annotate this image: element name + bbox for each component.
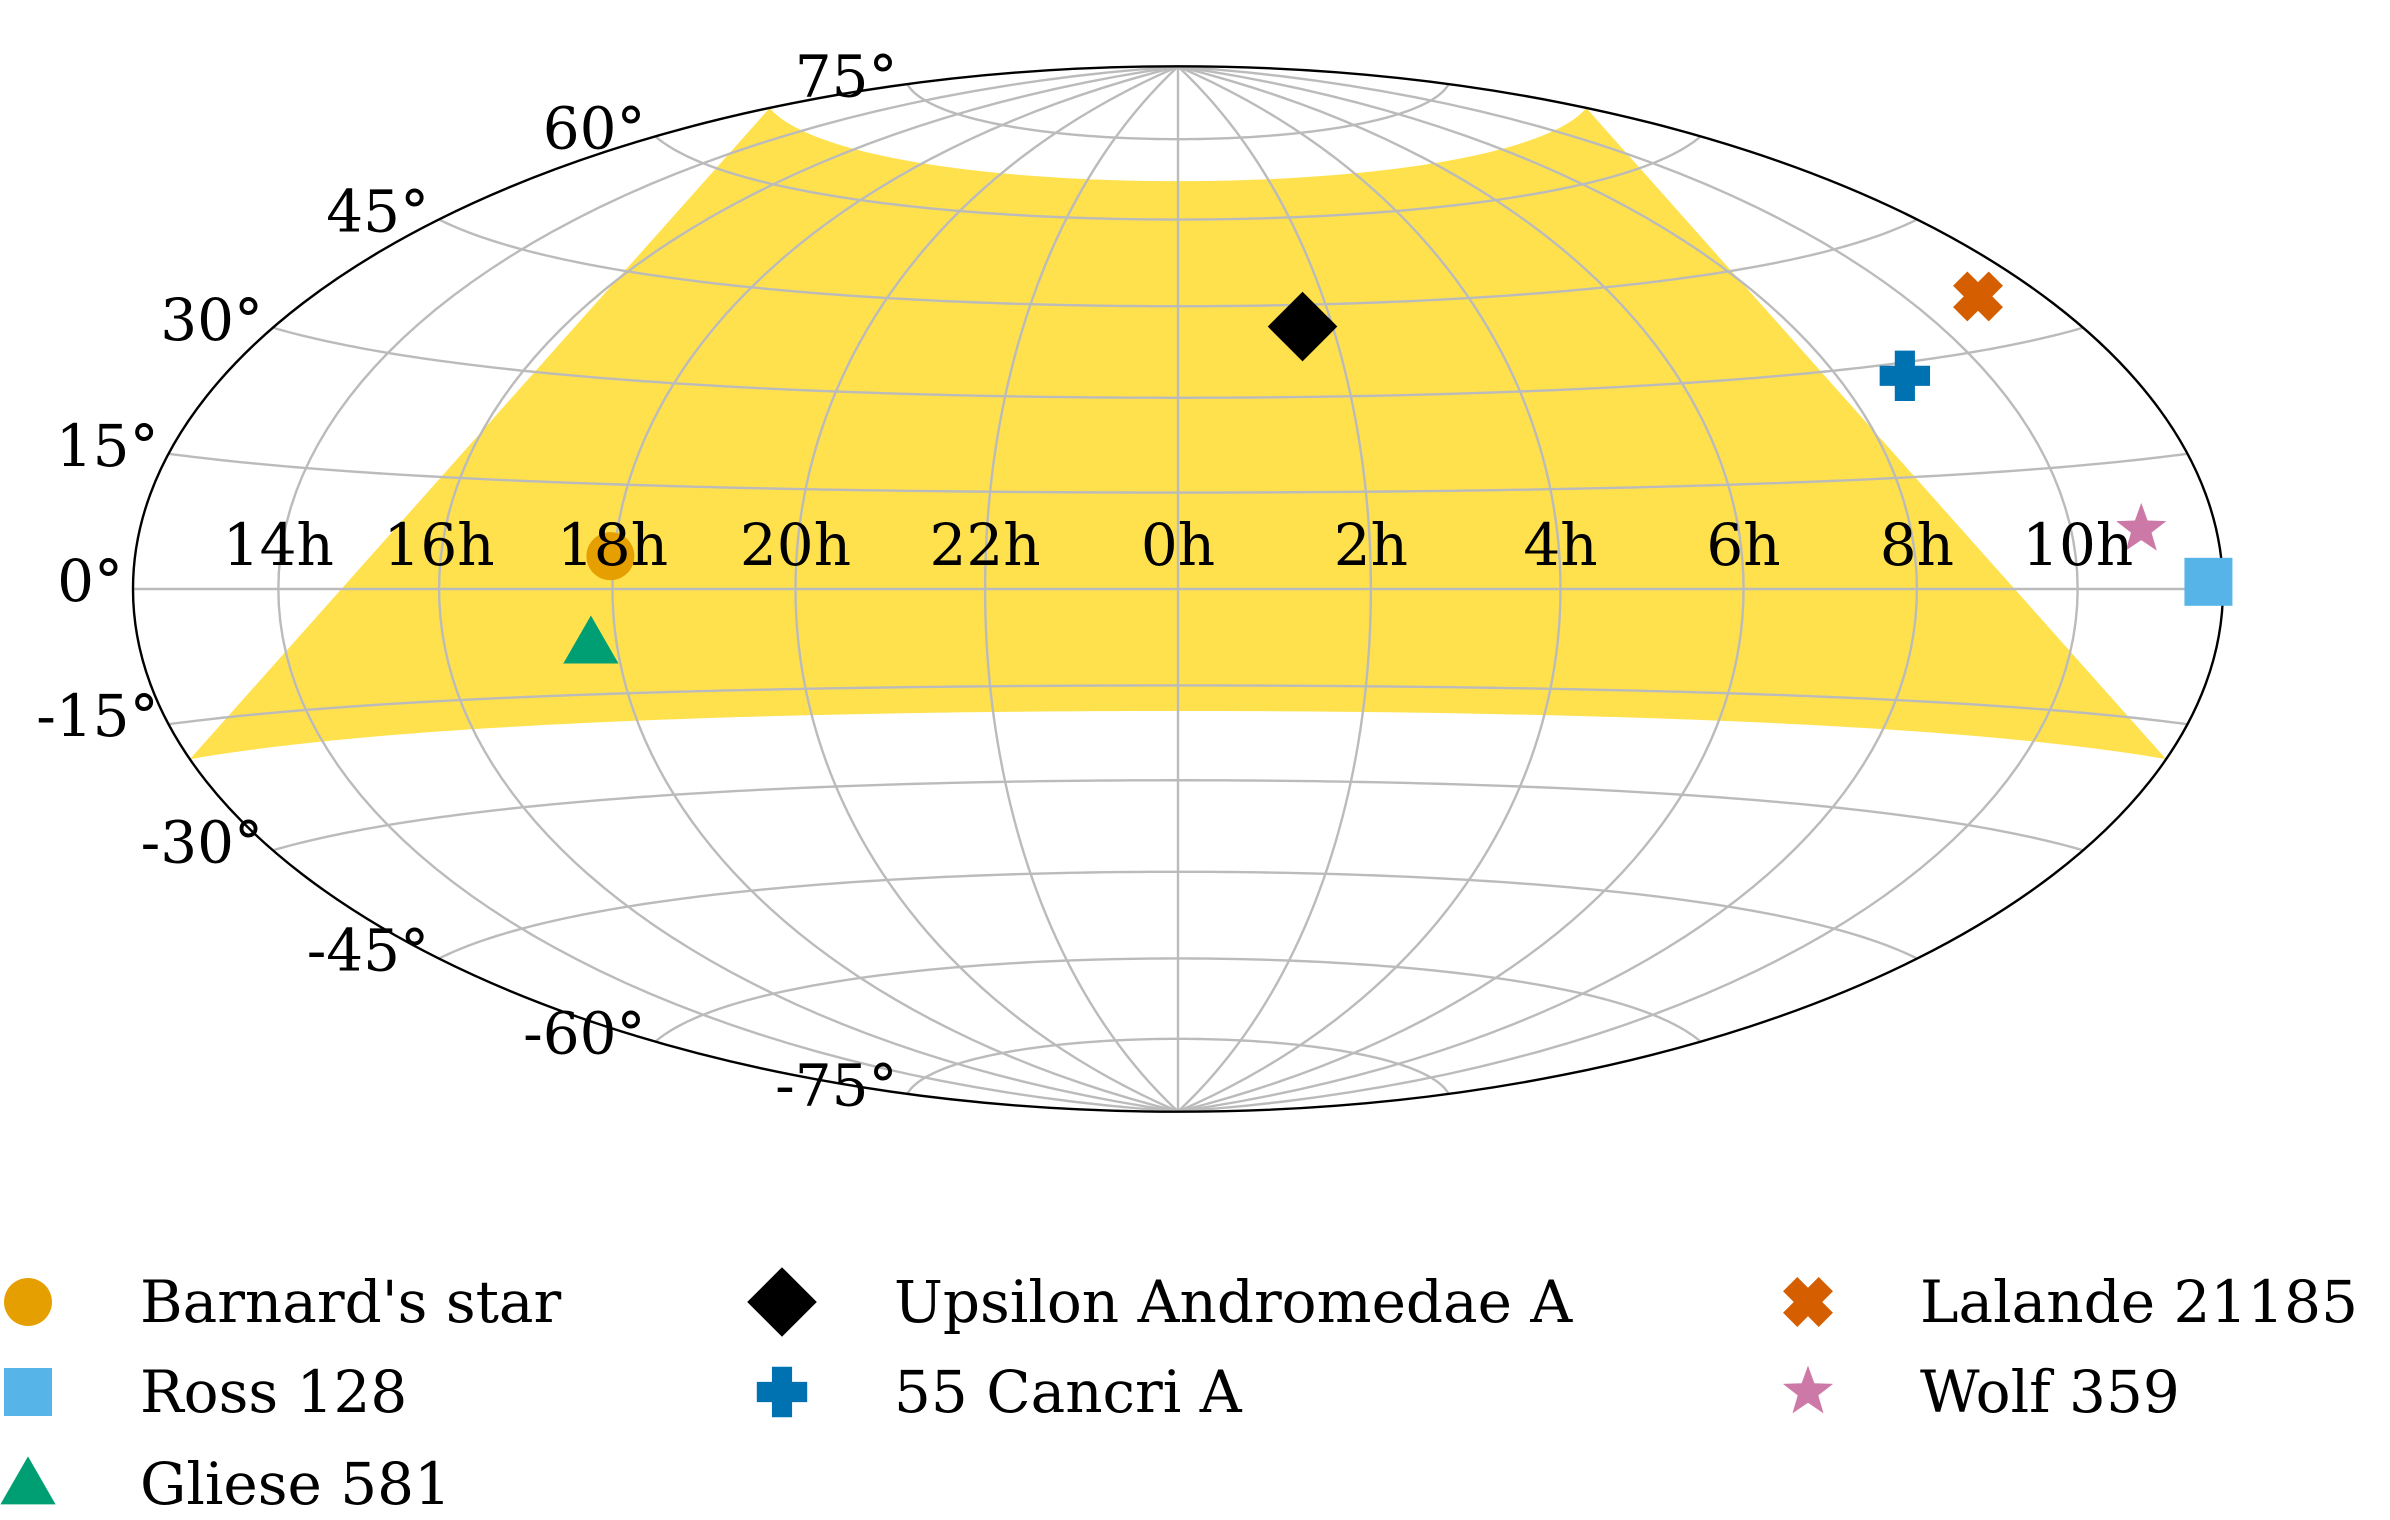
grid-meridian xyxy=(1177,66,2079,1112)
grid-meridian xyxy=(794,66,1179,1112)
y-tick-label: 0° xyxy=(57,547,123,615)
legend-item: Wolf 359 xyxy=(1782,1358,2180,1426)
legend-marker xyxy=(4,1368,52,1416)
legend-label: Gliese 581 xyxy=(140,1450,451,1518)
x-tick-label: 0h xyxy=(1141,511,1215,579)
grid-meridian xyxy=(1177,66,1745,1112)
data-point xyxy=(2116,502,2167,551)
legend-label: Lalande 21185 xyxy=(1920,1268,2358,1336)
x-tick-label: 22h xyxy=(930,511,1041,579)
grid xyxy=(133,66,2223,1112)
legend-item: 55 Cancri A xyxy=(756,1358,1243,1426)
grid-meridian xyxy=(1177,66,1919,1112)
legend-item: Lalande 21185 xyxy=(1783,1268,2358,1336)
tick-labels: 14h 16h 18h 20h 22h 0h 2h 4h 6h 8h 10h 75° 60° 45° 30°… xyxy=(36,42,2133,1119)
legend-label: 55 Cancri A xyxy=(894,1358,1243,1426)
legend-item: Barnard's star xyxy=(4,1268,562,1336)
data-point xyxy=(1953,271,2003,322)
y-tick-label: 60° xyxy=(543,95,646,163)
legend-marker xyxy=(1783,1277,1833,1327)
y-tick-label: 45° xyxy=(326,178,429,246)
grid-meridian xyxy=(277,66,1179,1112)
data-point xyxy=(2184,557,2233,606)
legend-label: Wolf 359 xyxy=(1920,1358,2180,1426)
data-point xyxy=(1267,291,1338,362)
legend: Barnard's star Ross 128 Gliese 581 Upsilon … xyxy=(0,1267,2358,1518)
legend-marker xyxy=(747,1267,817,1337)
y-tick-label: -45° xyxy=(307,917,429,985)
legend-item: Gliese 581 xyxy=(0,1450,451,1518)
grid-meridian xyxy=(1177,66,1373,1112)
grid-meridian xyxy=(611,66,1179,1112)
y-tick-label: 15° xyxy=(56,412,159,480)
legend-item: Upsilon Andromedae A xyxy=(747,1267,1573,1337)
grid-meridian xyxy=(437,66,1179,1112)
y-tick-label: -60° xyxy=(523,1000,645,1068)
data-point xyxy=(563,615,619,664)
y-tick-label: 30° xyxy=(160,286,263,354)
x-tick-label: 14h xyxy=(223,511,334,579)
x-tick-label: 10h xyxy=(2022,511,2133,579)
y-tick-label: -30° xyxy=(141,808,263,876)
legend-marker xyxy=(0,1456,56,1505)
x-tick-label: 4h xyxy=(1523,511,1597,579)
y-tick-label: 75° xyxy=(795,42,898,110)
y-tick-label: -15° xyxy=(36,682,158,750)
legend-label: Upsilon Andromedae A xyxy=(894,1268,1573,1336)
data-point xyxy=(1879,350,1931,401)
grid-meridian xyxy=(983,66,1179,1112)
data-point xyxy=(586,532,635,581)
x-tick-label: 16h xyxy=(384,511,495,579)
x-tick-label: 6h xyxy=(1706,511,1780,579)
plot-area xyxy=(131,65,2233,1113)
x-tick-label: 8h xyxy=(1880,511,1954,579)
legend-item: Ross 128 xyxy=(4,1358,407,1426)
x-tick-label: 2h xyxy=(1334,511,1408,579)
legend-label: Barnard's star xyxy=(140,1268,562,1336)
legend-marker xyxy=(756,1366,808,1418)
legend-label: Ross 128 xyxy=(140,1358,407,1426)
legend-marker xyxy=(1782,1365,1834,1414)
grid-meridian xyxy=(1177,66,1562,1112)
x-tick-label: 20h xyxy=(740,511,851,579)
x-tick-label: 18h xyxy=(557,511,668,579)
legend-marker xyxy=(4,1278,52,1326)
y-tick-label: -75° xyxy=(775,1052,897,1120)
